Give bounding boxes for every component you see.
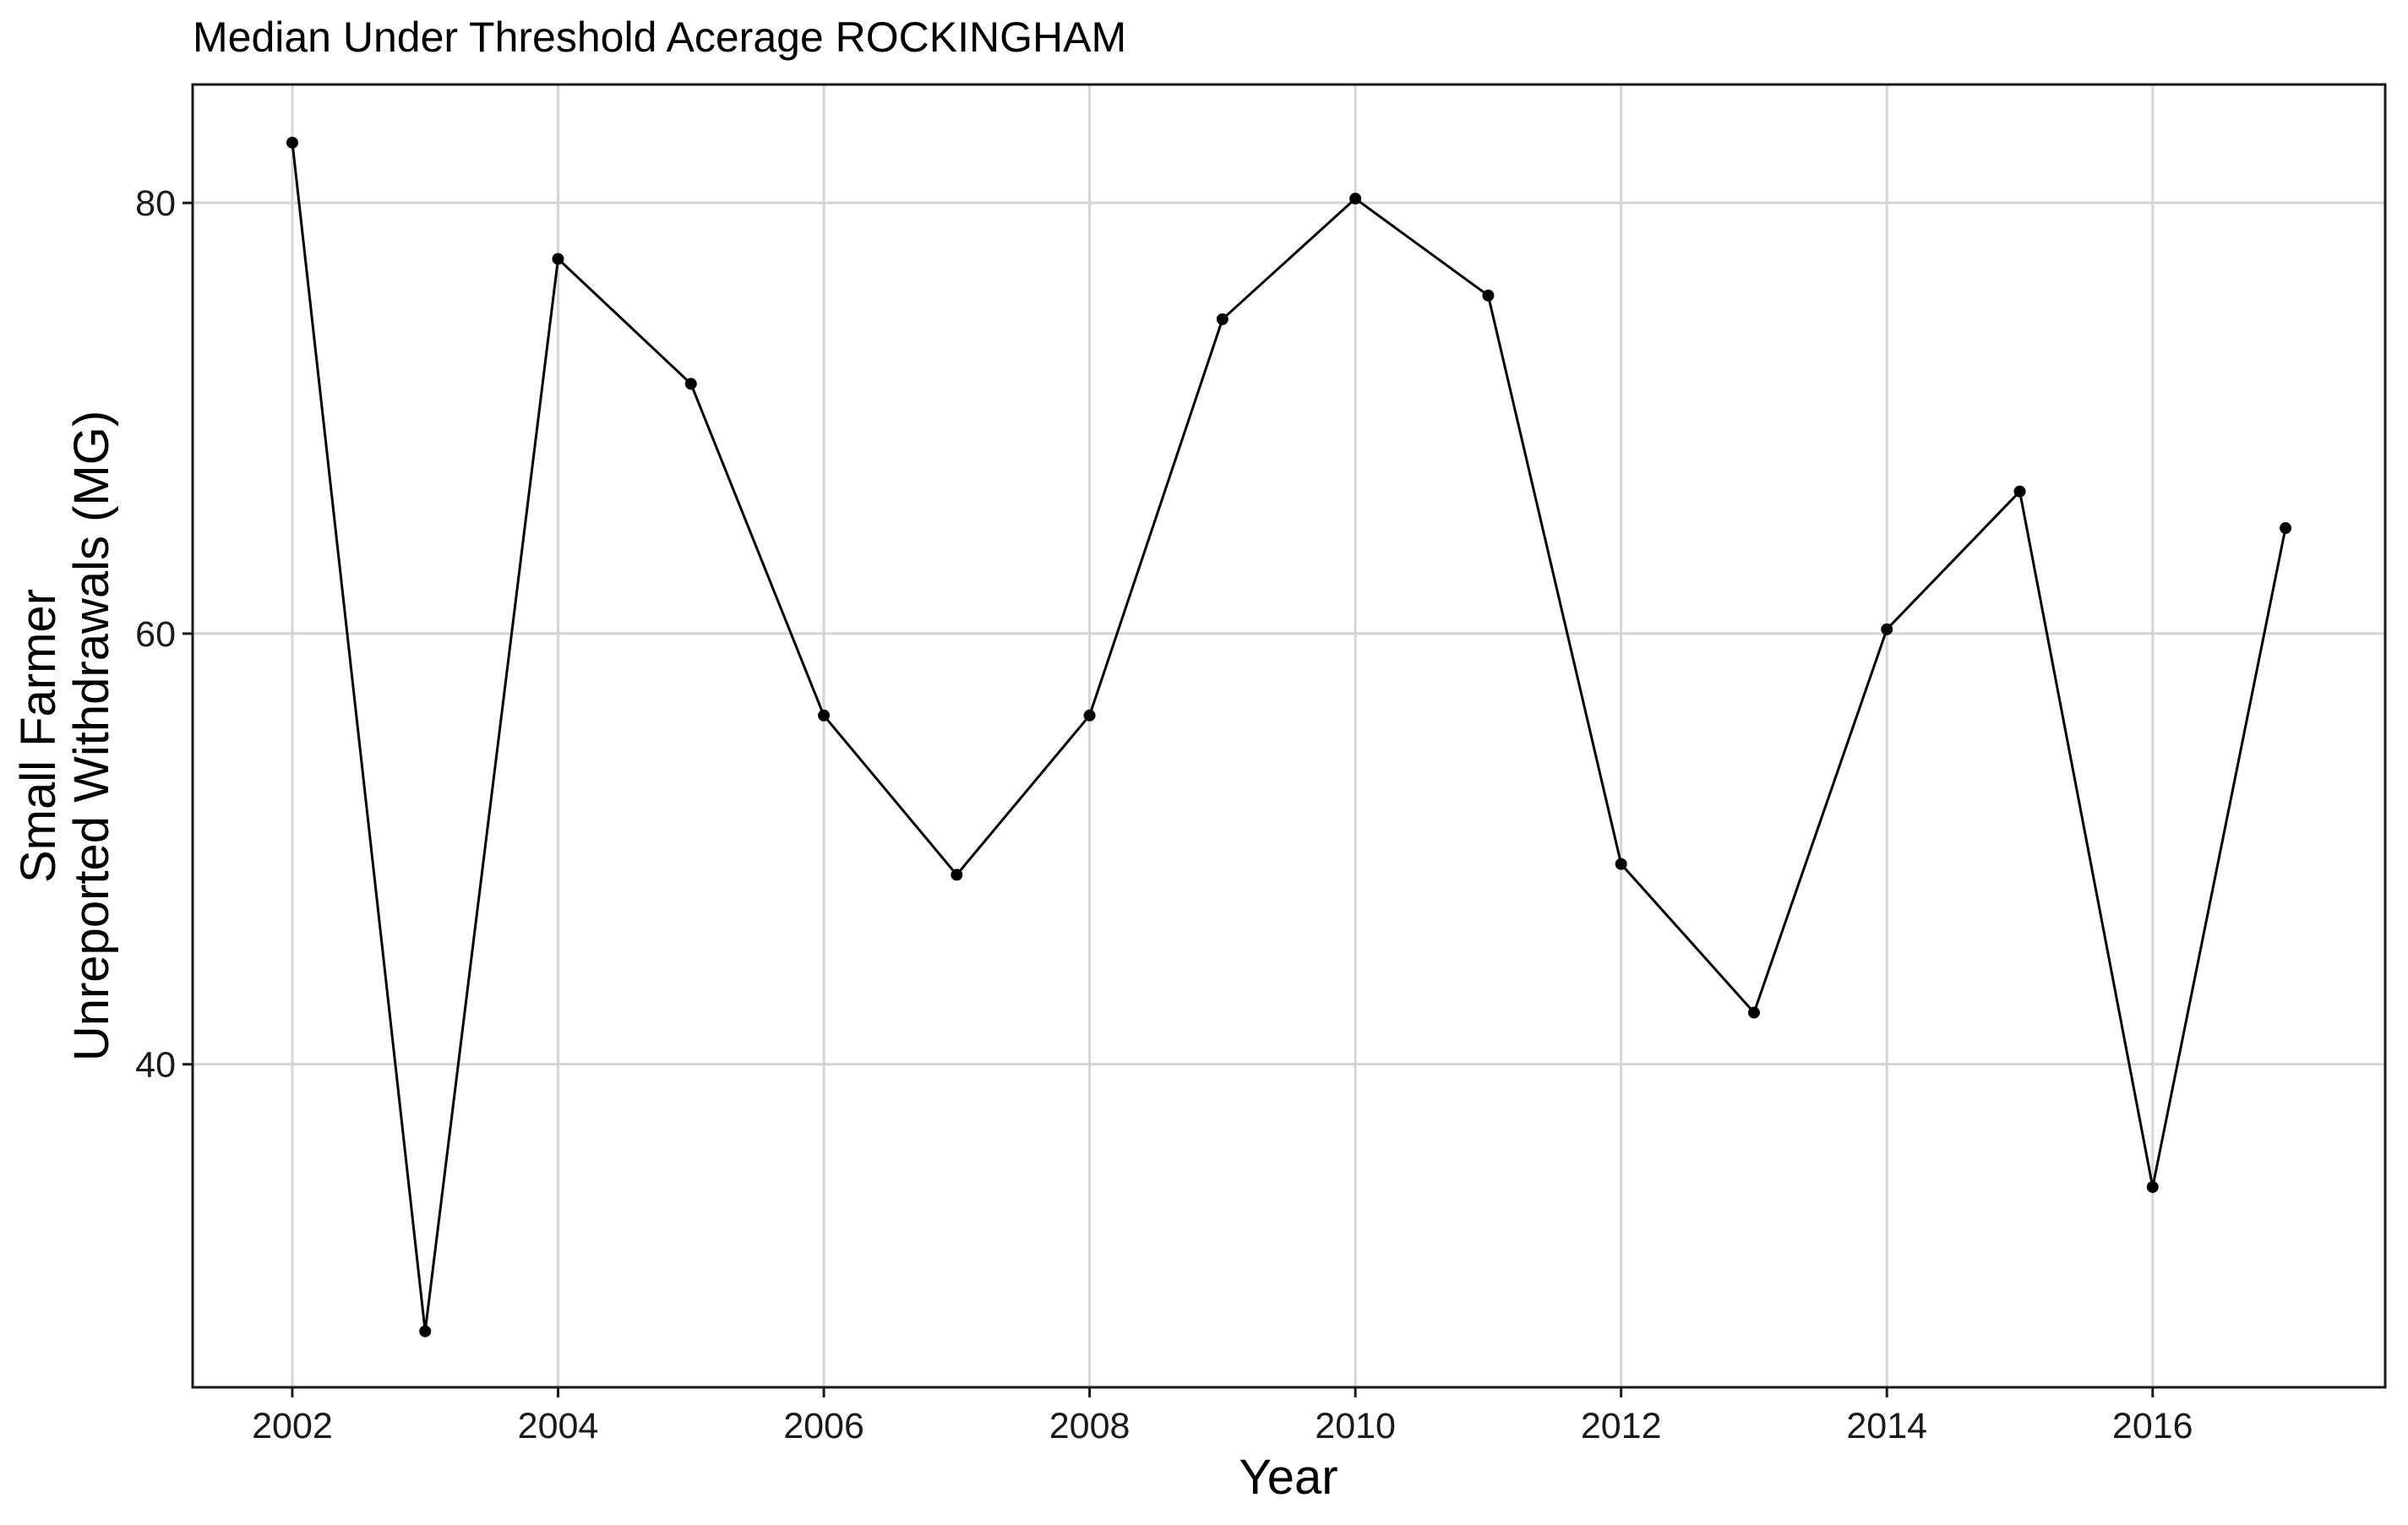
- data-point: [818, 709, 831, 722]
- y-tick-label: 80: [135, 183, 176, 224]
- x-axis-title: Year: [1239, 1450, 1337, 1505]
- x-tick-label: 2010: [1315, 1406, 1396, 1446]
- data-point: [1349, 193, 1362, 205]
- axes: 2002 2004 2006 2008 2010 2012 2014 2016 40 60 80: [135, 183, 2193, 1446]
- y-axis-title-line-2: Unreported Withdrawals (MG): [64, 411, 119, 1061]
- x-tick-label: 2014: [1846, 1406, 1927, 1446]
- data-point: [951, 869, 963, 881]
- data-point: [2146, 1180, 2159, 1193]
- data-point: [684, 378, 697, 390]
- data-point: [286, 136, 298, 149]
- x-tick-label: 2008: [1049, 1406, 1130, 1446]
- x-tick-label: 2012: [1581, 1406, 1662, 1446]
- series: [286, 136, 2292, 1337]
- grid: [193, 84, 2385, 1387]
- y-axis-title: Small Farmer Unreported Withdrawals (MG): [11, 411, 119, 1061]
- data-point: [1083, 709, 1096, 722]
- data-point: [2280, 522, 2292, 535]
- data-point: [419, 1325, 432, 1337]
- x-tick-label: 2004: [518, 1406, 599, 1446]
- data-point: [1615, 858, 1627, 870]
- x-tick-label: 2006: [783, 1406, 864, 1446]
- data-point: [1881, 623, 1893, 635]
- data-point: [1216, 313, 1229, 325]
- y-tick-label: 60: [135, 614, 176, 655]
- x-tick-label: 2002: [252, 1406, 333, 1446]
- data-point: [1747, 1006, 1760, 1019]
- data-point: [2013, 485, 2026, 498]
- data-point: [1482, 289, 1495, 302]
- y-tick-label: 40: [135, 1045, 176, 1086]
- chart-title: Median Under Threshold Acerage ROCKINGHA…: [193, 14, 1126, 61]
- series-line: [291, 142, 2287, 1333]
- y-axis-title-line-1: Small Farmer: [11, 589, 66, 883]
- panel-border: [191, 83, 2387, 1389]
- data-point: [552, 253, 564, 265]
- x-tick-label: 2016: [2112, 1406, 2193, 1446]
